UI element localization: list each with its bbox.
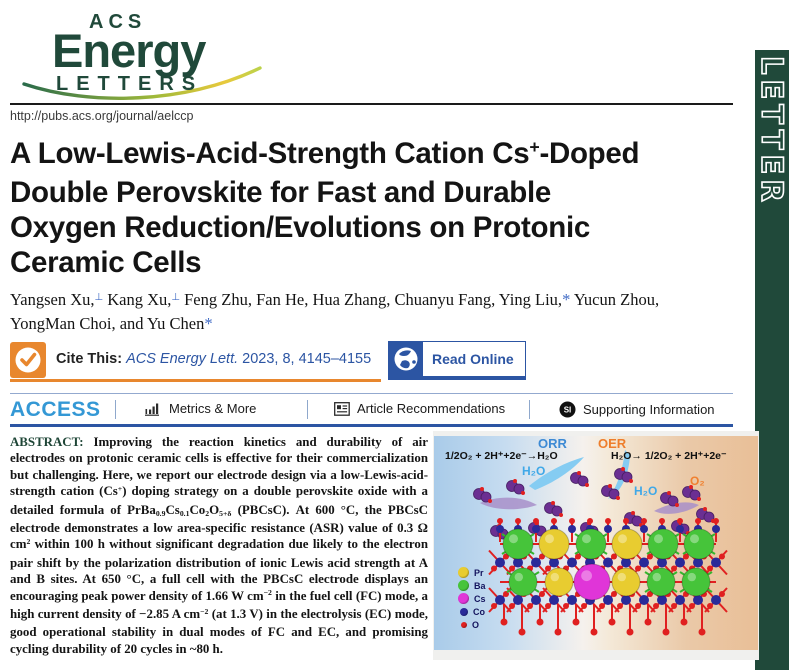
access-divider — [529, 400, 530, 419]
cite-underline — [10, 379, 381, 382]
title-line: A Low-Lewis-Acid-Strength Cation Cs+-Dop… — [10, 137, 640, 170]
legend-dot-co — [460, 607, 468, 616]
access-divider — [307, 400, 308, 419]
logo-acs-text: ACS — [89, 11, 147, 33]
title-line: Oxygen Reduction/Evolutions on Protonic — [10, 211, 590, 244]
article-icon — [334, 401, 350, 416]
cite-check-icon — [10, 342, 46, 378]
legend-label-ba: Ba — [474, 580, 486, 591]
svg-text:SI: SI — [564, 406, 572, 415]
legend-label-co: Co — [473, 606, 485, 617]
logo-energy-text: Energy — [52, 24, 206, 77]
read-online-button[interactable]: Read Online — [388, 341, 526, 380]
title-line: Double Perovskite for Fast and Durable — [10, 176, 552, 209]
legend-row: Co — [458, 605, 486, 618]
title-line: Ceramic Cells — [10, 246, 202, 279]
supporting-information-item[interactable]: SI Supporting Information — [559, 401, 715, 418]
author-line: YongMan Choi, and Yu Chen* — [10, 314, 213, 333]
globe-icon — [389, 342, 423, 376]
lattice-illustration — [473, 450, 728, 636]
logo-swoosh — [22, 66, 262, 100]
oer-equation: H₂O→ 1/2O₂ + 2H⁺+2e⁻ — [611, 450, 727, 462]
access-divider — [115, 400, 116, 419]
oer-label: OER — [598, 436, 627, 451]
divider-rule — [10, 393, 733, 394]
legend-dot-ba — [458, 580, 469, 591]
legend-label-pr: Pr — [474, 567, 484, 578]
author-list: Yangsen Xu,⊥ Kang Xu,⊥ Feng Zhu, Fan He,… — [10, 289, 732, 334]
legend-row: Ba — [458, 579, 486, 592]
article-recommendations-label: Article Recommendations — [357, 401, 506, 416]
access-row: ACCESS Metrics & More Article Recommenda… — [10, 398, 733, 422]
legend-dot-cs — [458, 593, 469, 604]
h2o-label-right: H₂O — [634, 484, 658, 498]
article-title: A Low-Lewis-Acid-Strength Cation Cs+-Dop… — [10, 136, 732, 280]
article-recommendations-item[interactable]: Article Recommendations — [334, 401, 505, 416]
metrics-and-more-item[interactable]: Metrics & More — [145, 401, 256, 416]
access-label[interactable]: ACCESS — [10, 398, 101, 421]
acs-energy-letters-logo: ACS Energy LETTERS — [22, 6, 262, 102]
letter-banner-text: LETTER — [754, 55, 790, 207]
access-rule — [10, 424, 733, 427]
supporting-information-label: Supporting Information — [583, 402, 715, 417]
author-line: Yangsen Xu,⊥ Kang Xu,⊥ Feng Zhu, Fan He,… — [10, 290, 660, 309]
legend-row: Cs — [458, 592, 486, 605]
read-online-label: Read Online — [432, 351, 514, 367]
metrics-and-more-label: Metrics & More — [169, 401, 257, 416]
h2o-label-left: H₂O — [522, 464, 546, 478]
orr-label: ORR — [538, 436, 567, 451]
legend-dot-o — [461, 621, 467, 628]
logo-letters-text: LETTERS — [56, 73, 204, 95]
orr-equation: 1/2O₂ + 2H⁺+2e⁻→H₂O — [445, 450, 558, 462]
abstract-text: ABSTRACT: Improving the reaction kinetic… — [10, 435, 428, 656]
legend-label-cs: Cs — [474, 593, 486, 604]
journal-url[interactable]: http://pubs.acs.org/journal/aelccp — [10, 109, 194, 123]
legend-label-o: O — [472, 619, 480, 630]
o2-label: O₂ — [690, 474, 705, 488]
letter-banner: LETTER — [754, 50, 790, 670]
legend-row: Pr — [458, 566, 486, 579]
graphical-abstract: ORR OER 1/2O₂ + 2H⁺+2e⁻→H₂O H₂O→ 1/2O₂ +… — [433, 431, 759, 660]
bar-chart-icon — [145, 403, 159, 416]
cite-this-text[interactable]: Cite This: ACS Energy Lett. 2023, 8, 414… — [56, 351, 372, 367]
legend-dot-pr — [458, 567, 469, 578]
graphical-abstract-canvas: ORR OER 1/2O₂ + 2H⁺+2e⁻→H₂O H₂O→ 1/2O₂ +… — [434, 436, 758, 650]
atom-legend: Pr Ba Cs Co O — [458, 566, 486, 631]
legend-row: O — [458, 618, 486, 631]
si-icon: SI — [559, 401, 576, 418]
header-rule — [10, 103, 733, 105]
